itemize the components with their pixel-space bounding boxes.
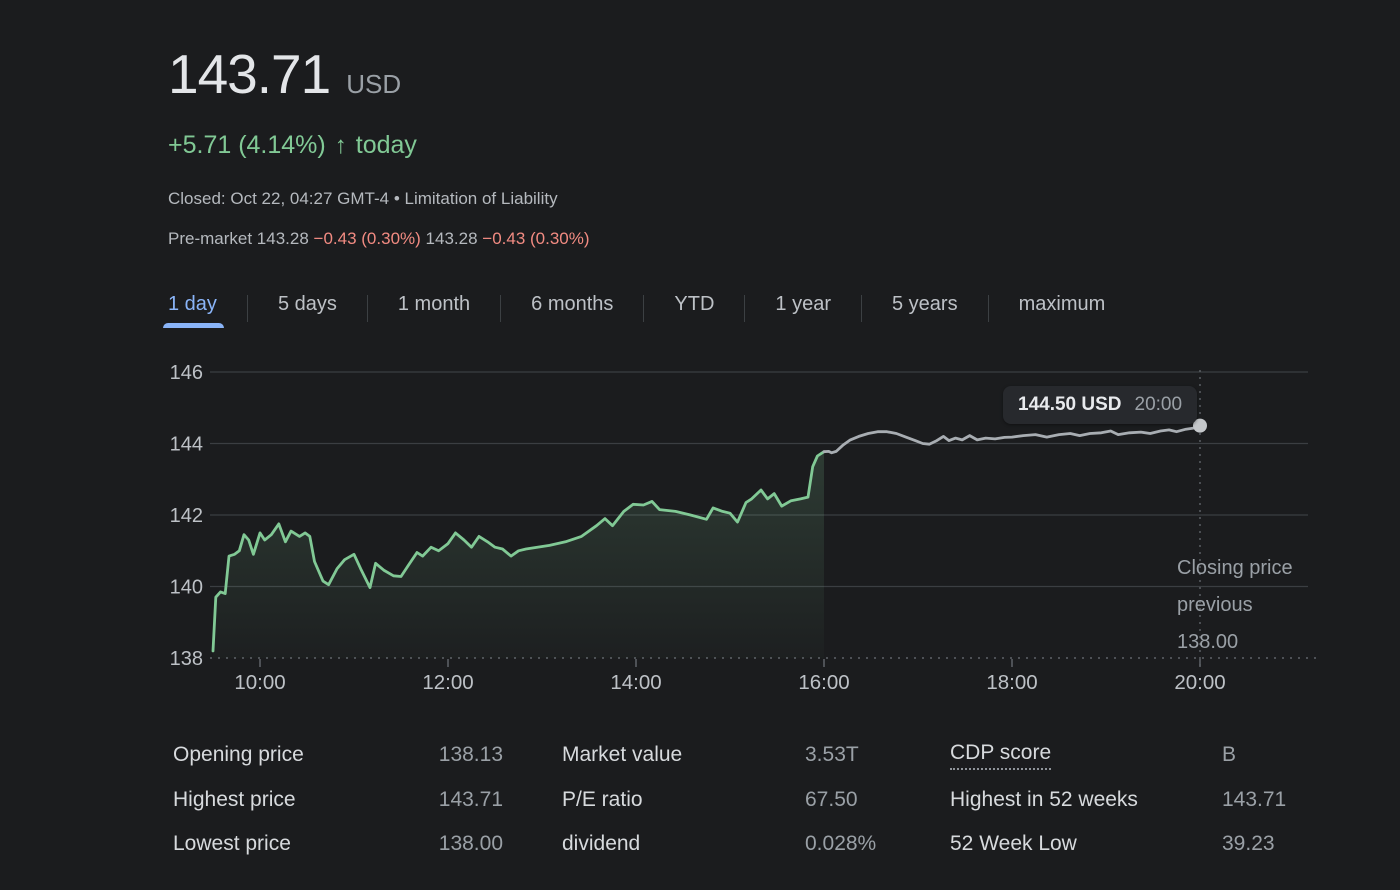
price-change-period: today	[355, 131, 417, 159]
stat-value-52-week-low: 39.23	[1222, 832, 1275, 855]
tab-divider	[366, 294, 368, 322]
previous-close-value: 138.00	[1177, 631, 1239, 653]
stat-value-market-value: 3.53T	[805, 743, 859, 766]
stat-value-52-week-high: 143.71	[1222, 788, 1287, 811]
tab-divider	[643, 294, 645, 322]
previous-close-line-2: previous	[1177, 594, 1253, 616]
tab-ytd[interactable]: YTD	[674, 292, 715, 315]
y-axis-label: 142	[170, 505, 203, 527]
x-axis-label: 12:00	[422, 671, 473, 694]
stat-label-highest-price: Highest price	[173, 788, 296, 811]
stat-label-52-week-high: Highest in 52 weeks	[950, 788, 1138, 811]
premarket-price-2: 143.28	[425, 229, 478, 248]
tab-divider	[500, 294, 502, 322]
x-axis-label: 14:00	[610, 671, 661, 694]
tab-divider	[246, 294, 248, 322]
y-axis-label: 146	[170, 362, 203, 384]
tab-5-days[interactable]: 5 days	[277, 292, 337, 315]
premarket-price: Pre-market 143.28	[168, 229, 309, 248]
y-axis-label: 138	[170, 648, 203, 670]
price-change-row: +5.71 (4.14%) ↑ today	[168, 131, 417, 160]
premarket-line: Pre-market 143.28 −0.43 (0.30%) 143.28 −…	[168, 229, 590, 249]
previous-close-annotation: Closing price previous 138.00	[1177, 550, 1337, 661]
currency-label: USD	[346, 69, 402, 99]
tab-5-years[interactable]: 5 years	[892, 292, 958, 315]
premarket-change-1: −0.43 (0.30%)	[313, 229, 421, 248]
x-axis-label: 10:00	[234, 671, 285, 694]
stat-label-cdp-score[interactable]: CDP score	[950, 740, 1052, 770]
y-axis-label: 140	[170, 577, 203, 599]
price-change-value: +5.71 (4.14%)	[168, 131, 326, 159]
stat-label-lowest-price: Lowest price	[173, 832, 291, 855]
x-axis-label: 16:00	[798, 671, 849, 694]
stat-value-dividend: 0.028%	[805, 832, 877, 855]
stat-value-opening-price: 138.13	[438, 743, 503, 766]
stat-label-market-value: Market value	[562, 743, 683, 766]
tab-1-year[interactable]: 1 year	[775, 292, 831, 315]
stat-label-52-week-low: 52 Week Low	[950, 832, 1077, 855]
stat-value-highest-price: 143.71	[438, 788, 503, 811]
tab-1-month[interactable]: 1 month	[397, 292, 471, 315]
tab-1-day[interactable]: 1 day	[163, 284, 247, 332]
stat-value-cdp-score: B	[1222, 743, 1237, 766]
market-status-line: Closed: Oct 22, 04:27 GMT-4 • Limitation…	[168, 189, 558, 208]
previous-close-line-1: Closing price	[1177, 557, 1293, 579]
tab-6-months[interactable]: 6 months	[531, 292, 614, 315]
stat-label-opening-price: Opening price	[173, 743, 304, 766]
arrow-up-icon: ↑	[334, 131, 347, 159]
latest-price-dot	[1193, 418, 1207, 433]
price-header: 143.71 USD	[168, 42, 401, 106]
x-axis-label: 18:00	[986, 671, 1037, 694]
premarket-change-2: −0.43 (0.30%)	[482, 229, 590, 248]
series-fill-regular-session	[213, 451, 824, 658]
chart-tooltip: 144.50 USD 20:00	[1003, 386, 1198, 424]
stat-label-pe-ratio: P/E ratio	[562, 788, 643, 811]
tab-maximum[interactable]: maximum	[1018, 292, 1106, 315]
tab-divider	[861, 294, 862, 322]
tooltip-time: 20:00	[1134, 394, 1183, 415]
series-line-regular-session	[211, 450, 826, 653]
tab-divider	[744, 294, 746, 322]
stat-label-dividend: dividend	[562, 832, 641, 855]
price-chart[interactable]: 138 140 142 144 146 10:00 12:00 14:00 16:00 18:00…	[0, 356, 1400, 706]
time-range-tabs: 1 day 5 days 1 month 6 months YTD 1 year…	[163, 284, 1135, 332]
y-axis-label: 144	[170, 434, 203, 456]
x-axis-label: 20:00	[1174, 671, 1225, 694]
stat-value-pe-ratio: 67.50	[805, 788, 858, 811]
price-chart-area[interactable]: 138 140 142 144 146 10:00 12:00 14:00 16:00 18:00…	[0, 356, 1400, 706]
tooltip-price: 144.50 USD	[1018, 394, 1122, 415]
series-line-after-hours	[822, 424, 1202, 455]
current-price: 143.71	[168, 43, 331, 105]
tab-divider	[987, 294, 989, 322]
stat-value-lowest-price: 138.00	[438, 832, 503, 855]
